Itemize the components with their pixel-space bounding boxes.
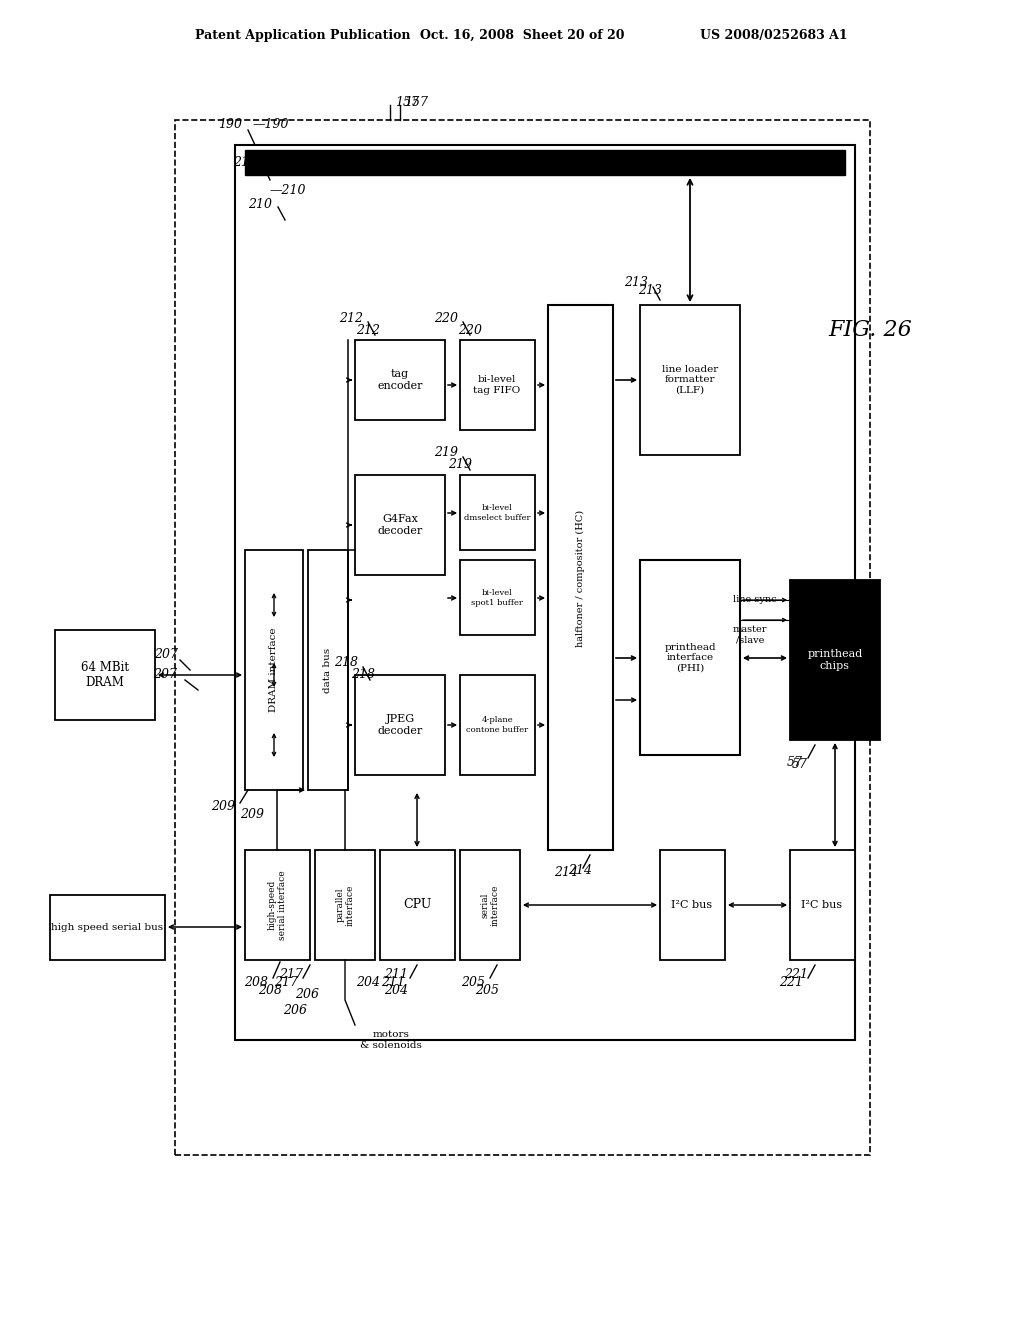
Text: 207: 207 [153, 668, 177, 681]
Text: 212: 212 [356, 323, 380, 337]
Text: 205: 205 [475, 983, 499, 997]
Text: motors
& solenoids: motors & solenoids [360, 1031, 422, 1049]
Text: US 2008/0252683 A1: US 2008/0252683 A1 [700, 29, 848, 41]
Text: Patent Application Publication: Patent Application Publication [195, 29, 411, 41]
Text: 206: 206 [283, 1003, 307, 1016]
Text: 214: 214 [568, 863, 592, 876]
Text: 211: 211 [381, 975, 406, 989]
Text: 207: 207 [154, 648, 178, 661]
Bar [355, 675, 445, 775]
Text: 213: 213 [638, 284, 662, 297]
Text: G4Fax
decoder: G4Fax decoder [378, 515, 423, 536]
Text: 219: 219 [449, 458, 472, 471]
Text: printhead
interface
(PHI): printhead interface (PHI) [665, 643, 716, 673]
Bar [460, 675, 535, 775]
Bar [460, 475, 535, 550]
Bar [245, 150, 845, 176]
Bar [640, 560, 740, 755]
Text: 220: 220 [434, 312, 458, 325]
Text: 208: 208 [258, 983, 282, 997]
Text: serial
interface: serial interface [480, 884, 500, 925]
Text: 206: 206 [295, 989, 319, 1002]
Text: —210: —210 [270, 183, 306, 197]
Text: DRAM interface: DRAM interface [269, 628, 279, 713]
Bar [308, 550, 348, 789]
Text: master
/slave: master /slave [733, 626, 767, 644]
Text: bi-level
tag FIFO: bi-level tag FIFO [473, 375, 520, 395]
Text: I²C bus: I²C bus [802, 900, 843, 909]
Bar [175, 120, 870, 1155]
Text: 217: 217 [274, 975, 298, 989]
Bar [790, 579, 880, 741]
Bar [245, 550, 303, 789]
Text: 204: 204 [384, 983, 408, 997]
Text: 209: 209 [211, 800, 234, 813]
Text: 157: 157 [395, 95, 419, 108]
Bar [234, 145, 855, 1040]
Text: 209: 209 [240, 808, 264, 821]
Bar [548, 305, 613, 850]
Text: high speed serial bus: high speed serial bus [51, 923, 163, 932]
Text: 221: 221 [779, 975, 803, 989]
Text: 213: 213 [624, 276, 648, 289]
Text: 215: 215 [233, 156, 257, 169]
Text: 214: 214 [554, 866, 578, 879]
Text: 205: 205 [461, 975, 485, 989]
Text: 208: 208 [244, 975, 268, 989]
Text: 64 MBit
DRAM: 64 MBit DRAM [81, 661, 129, 689]
Bar [245, 850, 310, 960]
Text: 221: 221 [784, 969, 808, 982]
Text: tag
encoder: tag encoder [377, 370, 423, 391]
Text: FIG. 26: FIG. 26 [828, 319, 912, 341]
Text: —215: —215 [265, 153, 301, 166]
Bar [640, 305, 740, 455]
Text: high-speed
serial interface: high-speed serial interface [267, 870, 287, 940]
Text: 218: 218 [334, 656, 358, 669]
Text: I²C bus: I²C bus [672, 900, 713, 909]
Text: line loader
formatter
(LLF): line loader formatter (LLF) [662, 366, 718, 395]
Bar [460, 560, 535, 635]
Text: 57: 57 [792, 759, 808, 771]
Text: CPU: CPU [402, 899, 431, 912]
Text: 157: 157 [404, 95, 428, 108]
Text: halftoner / compositor (HC): halftoner / compositor (HC) [575, 510, 585, 647]
Bar [55, 630, 155, 719]
Bar [460, 341, 535, 430]
Text: bi-level
spot1 buffer: bi-level spot1 buffer [471, 590, 523, 607]
Text: JPEG
decoder: JPEG decoder [378, 714, 423, 735]
Bar [355, 475, 445, 576]
Bar [50, 895, 165, 960]
Text: 217: 217 [279, 969, 303, 982]
Text: 220: 220 [458, 323, 482, 337]
Text: —190: —190 [253, 119, 290, 132]
Text: 212: 212 [339, 312, 362, 325]
Text: 210: 210 [248, 198, 272, 210]
Text: printhead
chips: printhead chips [807, 649, 862, 671]
Text: 4-plane
contone buffer: 4-plane contone buffer [466, 717, 528, 734]
Bar [460, 850, 520, 960]
Text: 190: 190 [218, 119, 242, 132]
Text: line sync: line sync [733, 595, 777, 605]
Text: 218: 218 [351, 668, 375, 681]
Bar [660, 850, 725, 960]
Bar [380, 850, 455, 960]
Bar [315, 850, 375, 960]
Bar [790, 850, 855, 960]
Text: Oct. 16, 2008  Sheet 20 of 20: Oct. 16, 2008 Sheet 20 of 20 [420, 29, 625, 41]
Text: 204: 204 [356, 975, 380, 989]
Text: 57: 57 [787, 755, 803, 768]
Bar [355, 341, 445, 420]
Text: bi-level
dmselect buffer: bi-level dmselect buffer [464, 504, 530, 521]
Text: 219: 219 [434, 446, 458, 459]
Text: 211: 211 [384, 969, 408, 982]
Text: parallel
interface: parallel interface [335, 884, 354, 925]
Text: data bus: data bus [324, 647, 333, 693]
